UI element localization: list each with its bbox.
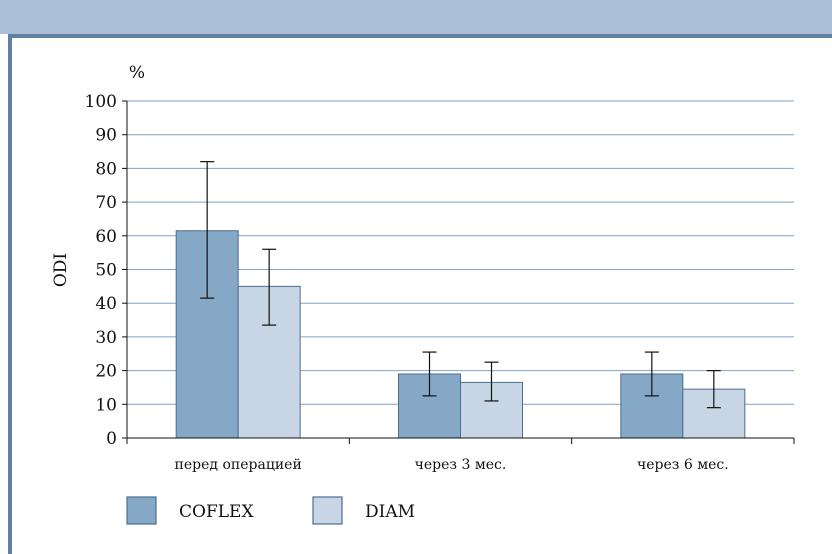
chart-frame [8,34,832,554]
legend-swatch-coflex [126,496,157,525]
legend-swatch-diam [312,496,343,525]
x-category-label: перед операцией [175,457,302,473]
x-category-label: через 6 мес. [637,457,729,473]
y-tick-label: 60 [95,227,117,247]
y-tick-label: 30 [95,328,117,348]
error-bars [200,161,721,409]
y-tick-label: 80 [95,159,117,179]
bars [175,230,746,439]
y-unit-label: % [129,63,145,83]
legend-label-coflex: COFLEX [179,502,254,522]
legend-label-diam: DIAM [365,502,415,522]
y-tick-label: 100 [85,92,117,112]
y-tick-label: 40 [95,294,117,314]
y-tick-label: 50 [95,261,117,281]
y-tick-label: 70 [95,193,117,213]
legend: COFLEX DIAM [126,496,415,525]
y-tick-label: 0 [106,429,117,449]
y-tick-label: 90 [95,126,117,146]
y-axis-title: ODI [51,253,71,287]
x-category-label: через 3 мес. [415,457,507,473]
y-tick-label: 20 [95,362,117,382]
y-tick-label: 10 [95,395,117,415]
x-axis: перед операцией через 3 мес. через 6 мес. [126,437,795,473]
top-band [0,0,832,34]
y-axis-ticks: 0 10 20 30 40 50 60 70 80 90 100 [85,92,128,449]
